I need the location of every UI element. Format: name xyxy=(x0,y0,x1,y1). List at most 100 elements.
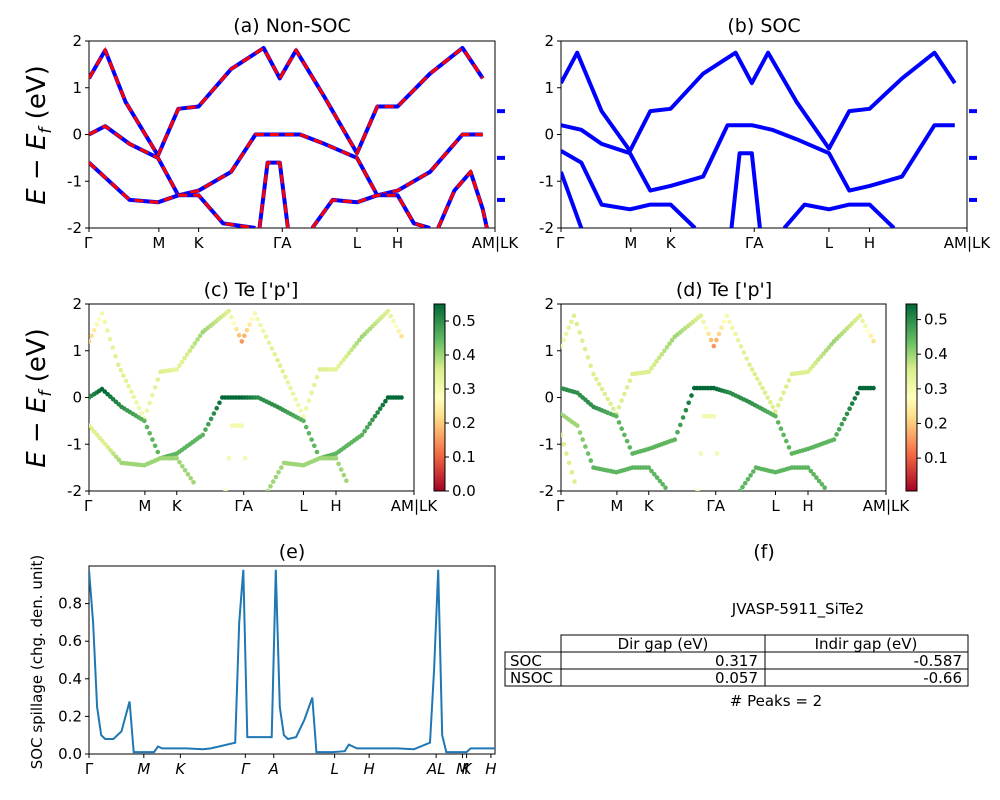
scatter-point xyxy=(105,328,110,333)
scatter-point xyxy=(338,467,344,472)
x-tick-label: L xyxy=(771,497,780,515)
scatter-point xyxy=(100,438,105,444)
table-footer: # Peaks = 2 xyxy=(730,692,822,710)
band-line-nsoc xyxy=(258,161,290,228)
scatter-point xyxy=(255,316,260,322)
scatter-point xyxy=(786,378,792,383)
scatter-point xyxy=(602,391,608,397)
scatter-point xyxy=(664,344,670,350)
scatter-point xyxy=(147,400,152,406)
band-line-nsoc xyxy=(89,161,256,228)
band-line xyxy=(561,50,957,153)
y-tick-label: 1 xyxy=(72,79,82,97)
scatter-point xyxy=(152,443,158,449)
scatter-points xyxy=(561,313,876,491)
scatter-point xyxy=(234,326,239,332)
scatter-point xyxy=(214,405,219,411)
band-line-nsoc xyxy=(436,168,489,228)
scatter-point xyxy=(263,334,269,340)
scatter-point xyxy=(217,400,222,406)
scatter-point xyxy=(755,376,760,382)
colorbar-d xyxy=(905,303,918,492)
band-line xyxy=(310,193,431,228)
scatter-point xyxy=(871,338,876,344)
plot-frame xyxy=(560,40,968,229)
x-tick-label: K xyxy=(172,497,183,515)
scatter-point xyxy=(306,431,312,436)
colorbar-c xyxy=(433,303,446,492)
x-tick-label: L xyxy=(825,234,834,252)
scatter-point xyxy=(773,409,778,414)
scatter-point xyxy=(561,442,566,447)
scatter-point xyxy=(89,426,94,432)
scatter-point xyxy=(745,477,751,482)
scatter-point xyxy=(359,432,365,438)
scatter-point xyxy=(182,468,188,473)
panel-a-title: (a) Non-SOC xyxy=(233,15,351,37)
y-tick-label: 0.0 xyxy=(58,745,82,763)
scatter-point xyxy=(197,333,203,339)
scatter-point xyxy=(265,488,271,491)
scatter-point xyxy=(730,325,735,331)
scatter-point xyxy=(865,328,871,334)
colorbar-d-ticks: 0.1 0.2 0.3 0.4 0.5 xyxy=(917,311,948,467)
scatter-point xyxy=(94,432,100,438)
scatter-point xyxy=(276,470,281,475)
y-tick-label: 0.8 xyxy=(58,595,82,613)
x-tick-label: ΓA xyxy=(706,497,725,515)
x-tick-label: Γ xyxy=(241,760,251,778)
colorbar-tick-label: 0.2 xyxy=(452,414,476,432)
band-lines xyxy=(89,45,489,228)
scatter-point xyxy=(765,395,770,400)
scatter-point xyxy=(247,322,252,327)
colorbar-tick-label: 0.4 xyxy=(452,346,476,364)
scatter-point xyxy=(102,319,107,325)
panel-d-projected-bands: -2 -1 0 1 2 Γ M K ΓA L H AM|LK xyxy=(539,295,910,515)
scatter-point xyxy=(686,400,691,406)
scatter-point xyxy=(714,337,719,343)
scatter-point xyxy=(744,356,749,361)
scatter-point xyxy=(775,403,781,408)
scatter-point xyxy=(142,418,147,424)
scatter-point xyxy=(383,398,388,404)
scatter-point xyxy=(741,350,747,355)
scatter-point xyxy=(208,416,214,422)
scatter-point xyxy=(344,478,349,484)
scatter-point xyxy=(283,374,288,380)
scatter-point xyxy=(92,429,97,435)
scatter-point xyxy=(716,331,722,337)
scatter-point xyxy=(155,377,161,382)
scatter-point xyxy=(591,371,596,377)
scatter-point xyxy=(362,428,367,434)
scatter-point xyxy=(757,381,763,386)
y-tick-label: 1 xyxy=(72,342,82,360)
scatter-point xyxy=(155,449,161,455)
scatter-point xyxy=(577,330,582,335)
scatter-point xyxy=(174,367,180,372)
x-tick-label: L xyxy=(330,760,338,778)
scatter-point xyxy=(724,313,730,319)
scatter-point xyxy=(657,478,663,484)
scatter-point xyxy=(646,465,652,470)
scatter-point xyxy=(695,488,700,491)
scatter-point xyxy=(108,448,113,453)
x-tick-label: Γ xyxy=(84,234,93,252)
scatter-point xyxy=(258,322,263,328)
scatter-point xyxy=(740,484,745,490)
scatter-point xyxy=(751,469,756,474)
scatter-point xyxy=(301,413,306,419)
scatter-point xyxy=(364,425,370,430)
band-line-nsoc xyxy=(89,124,483,198)
scatter-point xyxy=(622,391,627,397)
scatter-point xyxy=(580,437,585,442)
y-tick-label: 2 xyxy=(72,295,82,313)
scatter-point xyxy=(268,484,273,489)
scatter-point xyxy=(871,385,876,391)
scatter-point xyxy=(844,411,850,417)
scatter-point xyxy=(341,472,347,478)
scatter-point xyxy=(206,421,211,427)
table-row-label: NSOC xyxy=(510,669,553,687)
scatter-point xyxy=(652,472,657,477)
scatter-point xyxy=(748,473,753,478)
scatter-point xyxy=(727,319,732,325)
